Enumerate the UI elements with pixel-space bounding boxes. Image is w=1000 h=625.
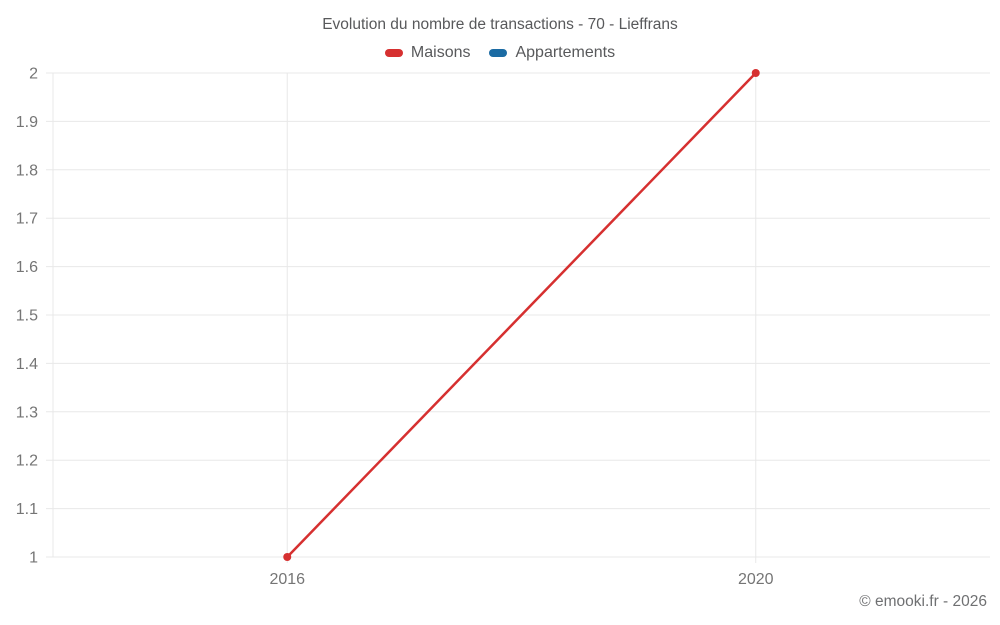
svg-text:1.3: 1.3 [16,404,38,421]
svg-text:2: 2 [29,66,38,83]
legend-item-maisons[interactable]: Maisons [384,44,471,62]
svg-text:1.8: 1.8 [16,162,38,179]
chart-legend: Maisons Appartements [0,44,1000,62]
svg-text:1.7: 1.7 [16,211,38,228]
svg-text:1.1: 1.1 [16,501,38,518]
svg-text:1.9: 1.9 [16,114,38,131]
copyright-footer: © emooki.fr - 2026 [859,593,987,610]
legend-label-maisons: Maisons [410,44,471,61]
legend-label-appartements: Appartements [515,44,616,61]
svg-text:1.6: 1.6 [16,259,38,276]
appartements-swatch-icon [489,49,508,57]
svg-text:1: 1 [29,550,38,567]
svg-text:2020: 2020 [738,571,774,588]
chart-title: Evolution du nombre de transactions - 70… [322,16,678,33]
legend-item-appartements[interactable]: Appartements [489,44,615,62]
svg-text:1.5: 1.5 [16,308,38,325]
svg-text:2016: 2016 [269,571,305,588]
maisons-swatch-icon [384,49,403,57]
svg-text:1.2: 1.2 [16,453,38,470]
svg-text:1.4: 1.4 [16,356,38,373]
